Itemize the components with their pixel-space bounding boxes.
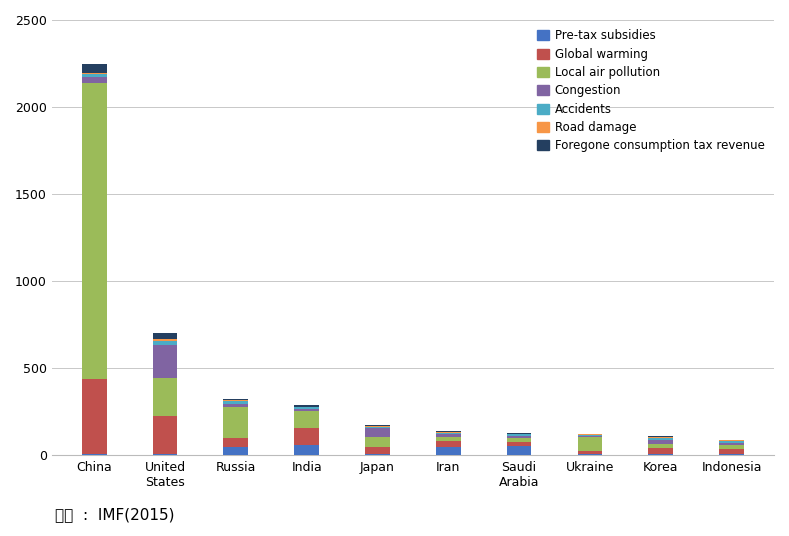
Bar <box>223 400 249 401</box>
Bar <box>365 446 390 455</box>
Bar <box>365 425 390 426</box>
Text: 출처  :  IMF(2015): 출처 : IMF(2015) <box>55 508 174 523</box>
Bar <box>152 345 178 378</box>
Bar <box>223 406 249 438</box>
Bar <box>365 426 390 427</box>
Legend: Pre-tax subsidies, Global warming, Local air pollution, Congestion, Accidents, R: Pre-tax subsidies, Global warming, Local… <box>533 26 768 156</box>
Bar <box>294 405 319 406</box>
Bar <box>82 74 107 78</box>
Bar <box>294 407 319 409</box>
Bar <box>365 428 390 437</box>
Bar <box>649 444 673 448</box>
Bar <box>719 445 744 449</box>
Bar <box>365 437 390 446</box>
Bar <box>294 411 319 428</box>
Bar <box>649 448 673 455</box>
Bar <box>649 440 673 444</box>
Bar <box>436 441 461 446</box>
Bar <box>223 438 249 446</box>
Bar <box>294 445 319 455</box>
Bar <box>507 436 532 438</box>
Bar <box>82 73 107 74</box>
Bar <box>578 436 602 437</box>
Bar <box>578 451 602 455</box>
Bar <box>436 434 461 437</box>
Bar <box>152 378 178 416</box>
Bar <box>82 78 107 83</box>
Bar <box>436 432 461 433</box>
Bar <box>294 428 319 445</box>
Bar <box>578 434 602 435</box>
Bar <box>294 409 319 411</box>
Bar <box>152 333 178 339</box>
Bar <box>152 416 178 455</box>
Bar <box>507 433 532 434</box>
Bar <box>507 438 532 442</box>
Bar <box>436 431 461 432</box>
Bar <box>223 404 249 406</box>
Bar <box>649 438 673 440</box>
Bar <box>507 442 532 446</box>
Bar <box>82 453 107 455</box>
Bar <box>436 437 461 441</box>
Bar <box>578 435 602 436</box>
Bar <box>436 446 461 455</box>
Bar <box>719 440 744 441</box>
Bar <box>719 443 744 445</box>
Bar <box>578 437 602 451</box>
Bar <box>507 446 532 455</box>
Bar <box>223 401 249 404</box>
Bar <box>152 339 178 341</box>
Bar <box>365 427 390 428</box>
Bar <box>223 446 249 455</box>
Bar <box>649 437 673 438</box>
Bar <box>223 399 249 400</box>
Bar <box>82 64 107 73</box>
Bar <box>82 378 107 453</box>
Bar <box>436 433 461 434</box>
Bar <box>719 449 744 455</box>
Bar <box>82 83 107 378</box>
Bar <box>152 341 178 345</box>
Bar <box>294 406 319 407</box>
Bar <box>719 441 744 443</box>
Bar <box>507 434 532 436</box>
Bar <box>649 436 673 437</box>
